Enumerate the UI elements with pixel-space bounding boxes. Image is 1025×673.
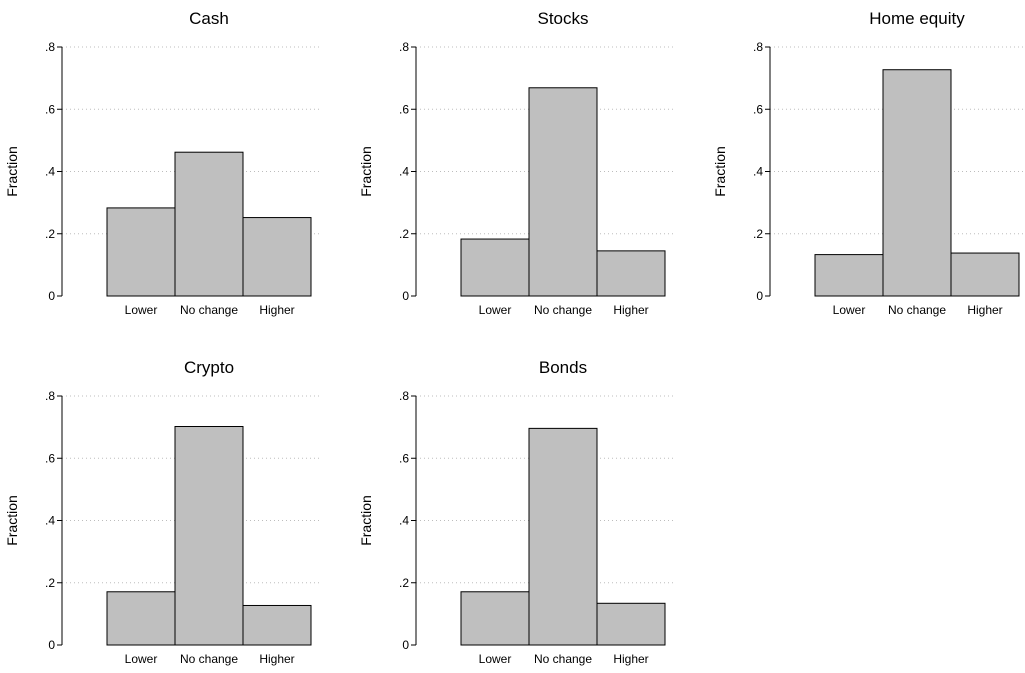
- x-category-label: No change: [888, 303, 946, 317]
- y-tick-label: 0: [756, 289, 763, 303]
- bar-no-change: [174, 151, 244, 297]
- y-tick-label: .6: [45, 451, 55, 465]
- y-tick-label: .8: [45, 389, 55, 403]
- x-category-label: No change: [180, 652, 238, 666]
- y-tick-label: 0: [402, 289, 409, 303]
- y-tick-label: 0: [402, 638, 409, 652]
- y-tick-label: .2: [45, 576, 55, 590]
- bar-higher: [242, 217, 312, 297]
- x-category-label: Lower: [479, 303, 512, 317]
- x-category-label: Higher: [259, 652, 294, 666]
- y-tick-label: .4: [753, 165, 763, 179]
- bar-lower: [106, 207, 176, 297]
- x-category-label: Higher: [259, 303, 294, 317]
- x-category-label: No change: [534, 652, 592, 666]
- y-axis-label: Fraction: [4, 495, 20, 546]
- y-tick-label: .6: [399, 451, 409, 465]
- x-category-label: Higher: [967, 303, 1002, 317]
- x-category-label: Lower: [833, 303, 866, 317]
- bar-no-change: [528, 427, 598, 646]
- x-category-label: Lower: [479, 652, 512, 666]
- y-tick-label: .2: [399, 576, 409, 590]
- panel-title: Stocks: [537, 9, 588, 28]
- bar-higher: [242, 604, 312, 646]
- bar-lower: [106, 591, 176, 646]
- x-category-label: No change: [534, 303, 592, 317]
- y-tick-label: .4: [45, 514, 55, 528]
- x-category-label: Lower: [125, 652, 158, 666]
- y-tick-label: 0: [48, 289, 55, 303]
- y-tick-label: .4: [399, 165, 409, 179]
- bar-higher: [950, 252, 1020, 297]
- y-tick-label: .8: [45, 40, 55, 54]
- y-tick-label: .4: [399, 514, 409, 528]
- y-tick-label: .2: [399, 227, 409, 241]
- panel-title: Bonds: [539, 358, 587, 377]
- y-tick-label: .4: [45, 165, 55, 179]
- y-axis-label: Fraction: [358, 495, 374, 546]
- panel-title: Home equity: [869, 9, 965, 28]
- bar-higher: [596, 602, 666, 646]
- bar-no-change: [174, 426, 244, 646]
- y-tick-label: .6: [753, 102, 763, 116]
- y-tick-label: .8: [399, 389, 409, 403]
- x-category-label: Higher: [613, 303, 648, 317]
- bar-higher: [596, 250, 666, 297]
- y-axis-label: Fraction: [712, 146, 728, 197]
- x-category-label: Higher: [613, 652, 648, 666]
- x-category-label: No change: [180, 303, 238, 317]
- bar-lower: [814, 254, 884, 297]
- panel-title: Crypto: [184, 358, 234, 377]
- y-tick-label: .8: [399, 40, 409, 54]
- panel-stocks: Stocks 0 .2 .4 .6 .8 Fraction Lower No change Hig…: [358, 9, 676, 317]
- y-tick-label: .8: [753, 40, 763, 54]
- y-tick-label: .6: [399, 102, 409, 116]
- x-category-label: Lower: [125, 303, 158, 317]
- y-axis-label: Fraction: [358, 146, 374, 197]
- panel-title: Cash: [189, 9, 229, 28]
- bar-no-change: [528, 87, 598, 297]
- panel-cash: Cash 0 .2 .4 .6 .8 Fraction Lower No change Highe…: [4, 9, 322, 317]
- bar-lower: [460, 238, 530, 297]
- bar-no-change: [882, 69, 952, 297]
- panel-crypto: Crypto 0 .2 .4 .6 .8 Fraction Lower No change Hig…: [4, 358, 322, 666]
- y-tick-label: .2: [45, 227, 55, 241]
- y-tick-label: 0: [48, 638, 55, 652]
- panel-home-equity: Home equity 0 .2 .4 .6 .8 Fraction Lower No chan…: [712, 9, 1025, 317]
- panel-bonds: Bonds 0 .2 .4 .6 .8 Fraction Lower No change High…: [358, 358, 676, 666]
- bar-lower: [460, 591, 530, 646]
- y-axis-label: Fraction: [4, 146, 20, 197]
- y-tick-label: .6: [45, 102, 55, 116]
- y-tick-label: .2: [753, 227, 763, 241]
